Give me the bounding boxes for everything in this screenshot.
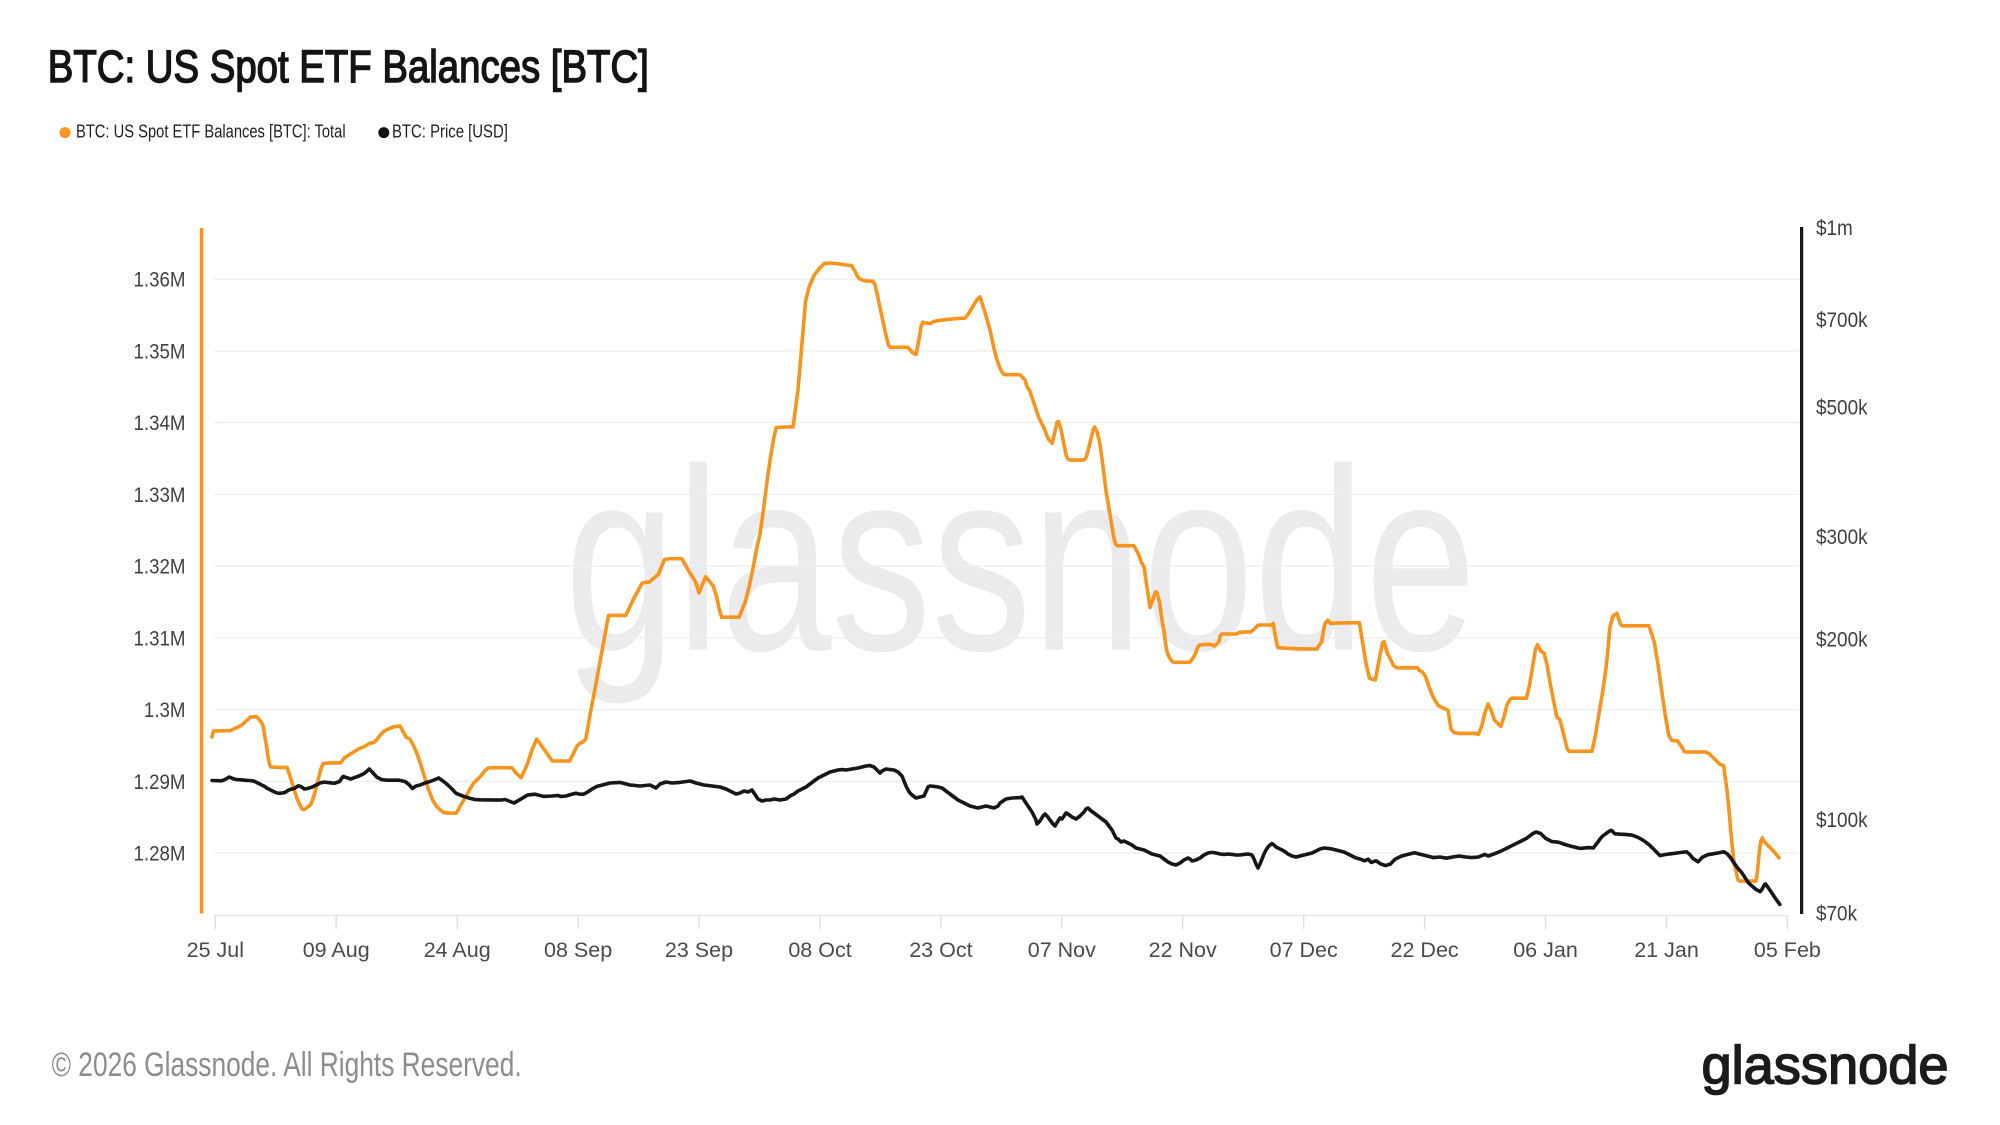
- svg-text:$100k: $100k: [1816, 809, 1868, 832]
- svg-text:22 Nov: 22 Nov: [1149, 938, 1217, 962]
- svg-text:© 2026 Glassnode. All Rights R: © 2026 Glassnode. All Rights Reserved.: [52, 1045, 522, 1084]
- svg-text:$70k: $70k: [1816, 902, 1858, 925]
- svg-text:08 Sep: 08 Sep: [544, 938, 612, 962]
- svg-text:21 Jan: 21 Jan: [1634, 938, 1699, 962]
- svg-text:1.36M: 1.36M: [134, 268, 186, 291]
- svg-text:$200k: $200k: [1816, 628, 1868, 651]
- svg-text:$300k: $300k: [1816, 526, 1868, 549]
- svg-text:1.29M: 1.29M: [134, 771, 186, 794]
- svg-text:07 Dec: 07 Dec: [1270, 938, 1338, 962]
- svg-text:1.31M: 1.31M: [134, 627, 186, 650]
- svg-text:glassnode: glassnode: [1702, 1036, 1949, 1096]
- svg-text:24 Aug: 24 Aug: [424, 938, 491, 962]
- svg-text:09 Aug: 09 Aug: [303, 938, 370, 962]
- svg-text:07 Nov: 07 Nov: [1028, 938, 1096, 962]
- svg-text:BTC: US Spot ETF Balances [BTC: BTC: US Spot ETF Balances [BTC]: [48, 41, 649, 92]
- svg-text:1.33M: 1.33M: [134, 484, 186, 507]
- svg-text:1.35M: 1.35M: [134, 340, 186, 363]
- svg-text:1.32M: 1.32M: [134, 555, 186, 578]
- svg-text:23 Oct: 23 Oct: [909, 938, 972, 962]
- svg-text:$1m: $1m: [1816, 217, 1853, 240]
- svg-text:BTC: Price [USD]: BTC: Price [USD]: [392, 121, 508, 142]
- svg-text:06 Jan: 06 Jan: [1513, 938, 1578, 962]
- svg-text:BTC: US Spot ETF Balances [BTC: BTC: US Spot ETF Balances [BTC]: Total: [76, 121, 346, 142]
- svg-text:glassnode: glassnode: [565, 416, 1477, 706]
- svg-text:1.3M: 1.3M: [144, 699, 186, 722]
- svg-text:22 Dec: 22 Dec: [1391, 938, 1459, 962]
- svg-text:1.34M: 1.34M: [134, 412, 186, 435]
- svg-text:05 Feb: 05 Feb: [1754, 938, 1821, 962]
- svg-text:23 Sep: 23 Sep: [665, 938, 733, 962]
- svg-text:08 Oct: 08 Oct: [788, 938, 851, 962]
- svg-text:$500k: $500k: [1816, 396, 1868, 419]
- svg-text:25 Jul: 25 Jul: [187, 938, 244, 962]
- svg-text:1.28M: 1.28M: [134, 842, 186, 865]
- svg-text:$700k: $700k: [1816, 309, 1868, 332]
